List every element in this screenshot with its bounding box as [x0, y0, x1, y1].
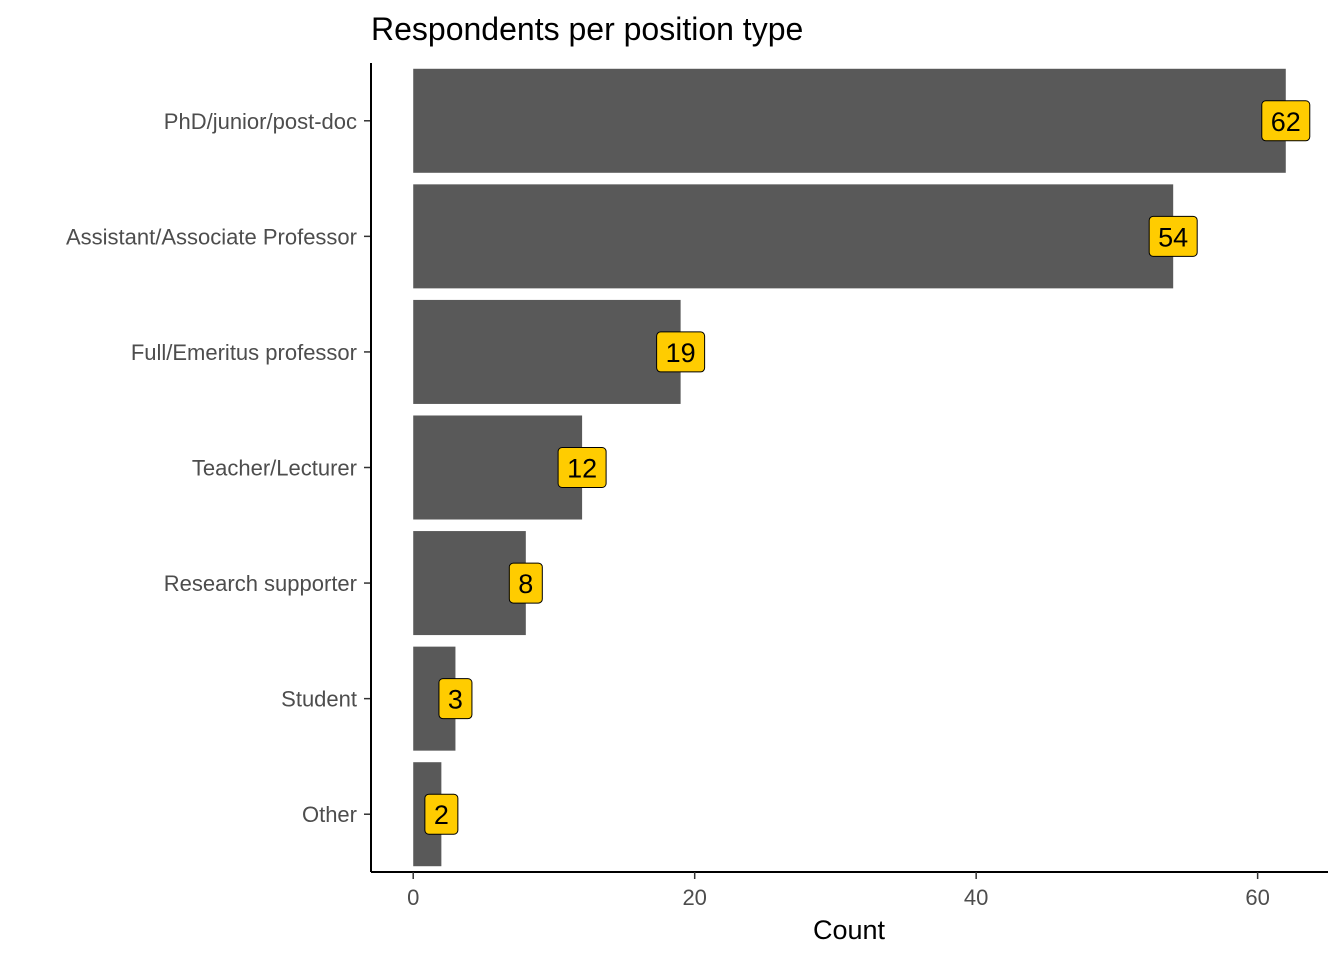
- x-axis-title: Count: [813, 915, 886, 945]
- data-label: 12: [557, 447, 607, 488]
- chart-title: Respondents per position type: [371, 11, 803, 47]
- category-label: Assistant/Associate Professor: [66, 224, 357, 249]
- data-label: 8: [508, 562, 543, 604]
- bar: [413, 531, 526, 636]
- category-label: Teacher/Lecturer: [192, 456, 357, 481]
- category-label: Full/Emeritus professor: [131, 340, 357, 365]
- data-label: 54: [1148, 215, 1198, 257]
- data-label-text: 54: [1158, 222, 1188, 252]
- category-label: Student: [281, 687, 357, 712]
- data-labels-layer: 62 54 19 12 8 3 2: [424, 100, 1311, 835]
- x-tick-label: 0: [407, 885, 419, 910]
- data-label-box: [1148, 215, 1198, 257]
- data-label-box: [656, 331, 706, 373]
- data-label-box: [557, 447, 607, 488]
- bar: [413, 415, 583, 520]
- x-tick-label: 60: [1245, 885, 1269, 910]
- y-axis: PhD/junior/post-doc Assistant/Associate P…: [66, 63, 372, 872]
- category-label: Other: [302, 802, 357, 827]
- data-label-box: [438, 678, 473, 720]
- category-label: Research supporter: [164, 571, 357, 596]
- data-label-box: [1261, 100, 1311, 142]
- data-label-text: 12: [567, 454, 597, 484]
- data-label-box: [424, 793, 459, 835]
- data-label: 2: [424, 793, 459, 835]
- bar: [413, 184, 1174, 289]
- data-label-text: 3: [448, 685, 463, 715]
- data-label-text: 62: [1271, 107, 1301, 137]
- bars-layer: [413, 68, 1286, 867]
- bar: [413, 68, 1286, 173]
- bar: [413, 299, 681, 404]
- data-label-box: [508, 562, 543, 604]
- data-label: 62: [1261, 100, 1311, 142]
- data-label-text: 2: [434, 800, 449, 830]
- data-label-text: 8: [518, 569, 533, 599]
- x-tick-label: 40: [964, 885, 988, 910]
- data-label-text: 19: [666, 338, 696, 368]
- data-label: 3: [438, 678, 473, 720]
- x-axis: 0 20 40 60: [371, 871, 1328, 910]
- data-label: 19: [656, 331, 706, 373]
- x-tick-label: 20: [682, 885, 706, 910]
- category-label: PhD/junior/post-doc: [164, 109, 357, 134]
